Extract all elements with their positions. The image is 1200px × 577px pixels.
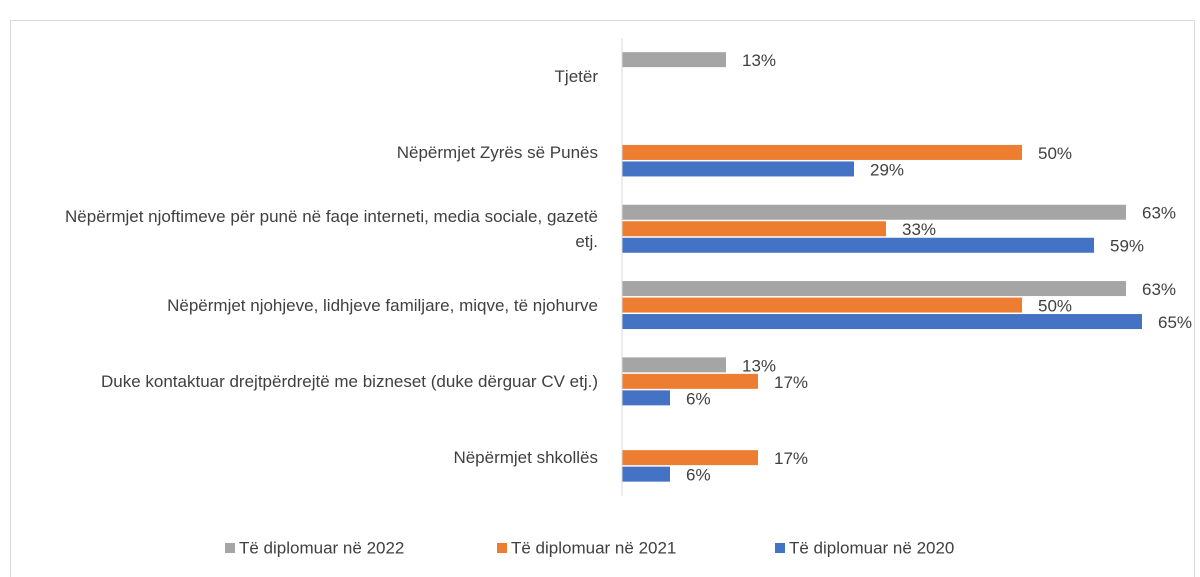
value-label: 63% bbox=[1142, 204, 1176, 223]
legend-label: Të diplomuar në 2021 bbox=[511, 538, 676, 557]
bar bbox=[622, 450, 758, 466]
bar bbox=[622, 390, 670, 406]
category-label: Tjetër bbox=[554, 66, 598, 86]
value-label: 59% bbox=[1110, 237, 1144, 256]
value-label: 33% bbox=[902, 220, 936, 239]
legend-swatch bbox=[497, 543, 507, 553]
value-label: 50% bbox=[1038, 297, 1072, 316]
chart-border bbox=[10, 20, 1195, 577]
value-label: 13% bbox=[742, 356, 776, 375]
bar bbox=[622, 204, 1126, 220]
bar bbox=[622, 52, 726, 68]
category-label: Nëpërmjet njohjeve, lidhjeve familjare, … bbox=[167, 295, 598, 315]
value-label: 6% bbox=[686, 466, 711, 485]
bar bbox=[622, 161, 854, 177]
value-label: 65% bbox=[1158, 313, 1192, 332]
legend-swatch bbox=[225, 543, 235, 553]
legend-label: Të diplomuar në 2020 bbox=[789, 538, 954, 557]
bar bbox=[622, 314, 1142, 330]
category-label: Nëpërmjet njoftimeve për punë në faqe in… bbox=[65, 206, 598, 251]
category-label: Nëpërmjet shkollës bbox=[453, 448, 598, 468]
bar bbox=[622, 281, 1126, 297]
bar bbox=[622, 237, 1094, 253]
bar bbox=[622, 297, 1022, 313]
bar bbox=[622, 373, 758, 389]
category-label: Duke kontaktuar drejtpërdrejtë me biznes… bbox=[100, 371, 598, 391]
value-label: 29% bbox=[870, 160, 904, 179]
bar bbox=[622, 144, 1022, 160]
value-label: 17% bbox=[774, 449, 808, 468]
value-label: 63% bbox=[1142, 280, 1176, 299]
value-label: 50% bbox=[1038, 144, 1072, 163]
legend-label: Të diplomuar në 2022 bbox=[239, 538, 404, 557]
legend-swatch bbox=[775, 543, 785, 553]
value-label: 13% bbox=[742, 51, 776, 70]
category-label: Nëpërmjet Zyrës së Punës bbox=[396, 142, 598, 162]
bar bbox=[622, 221, 886, 237]
value-label: 6% bbox=[686, 389, 711, 408]
bar bbox=[622, 357, 726, 373]
value-label: 17% bbox=[774, 373, 808, 392]
bar bbox=[622, 466, 670, 482]
